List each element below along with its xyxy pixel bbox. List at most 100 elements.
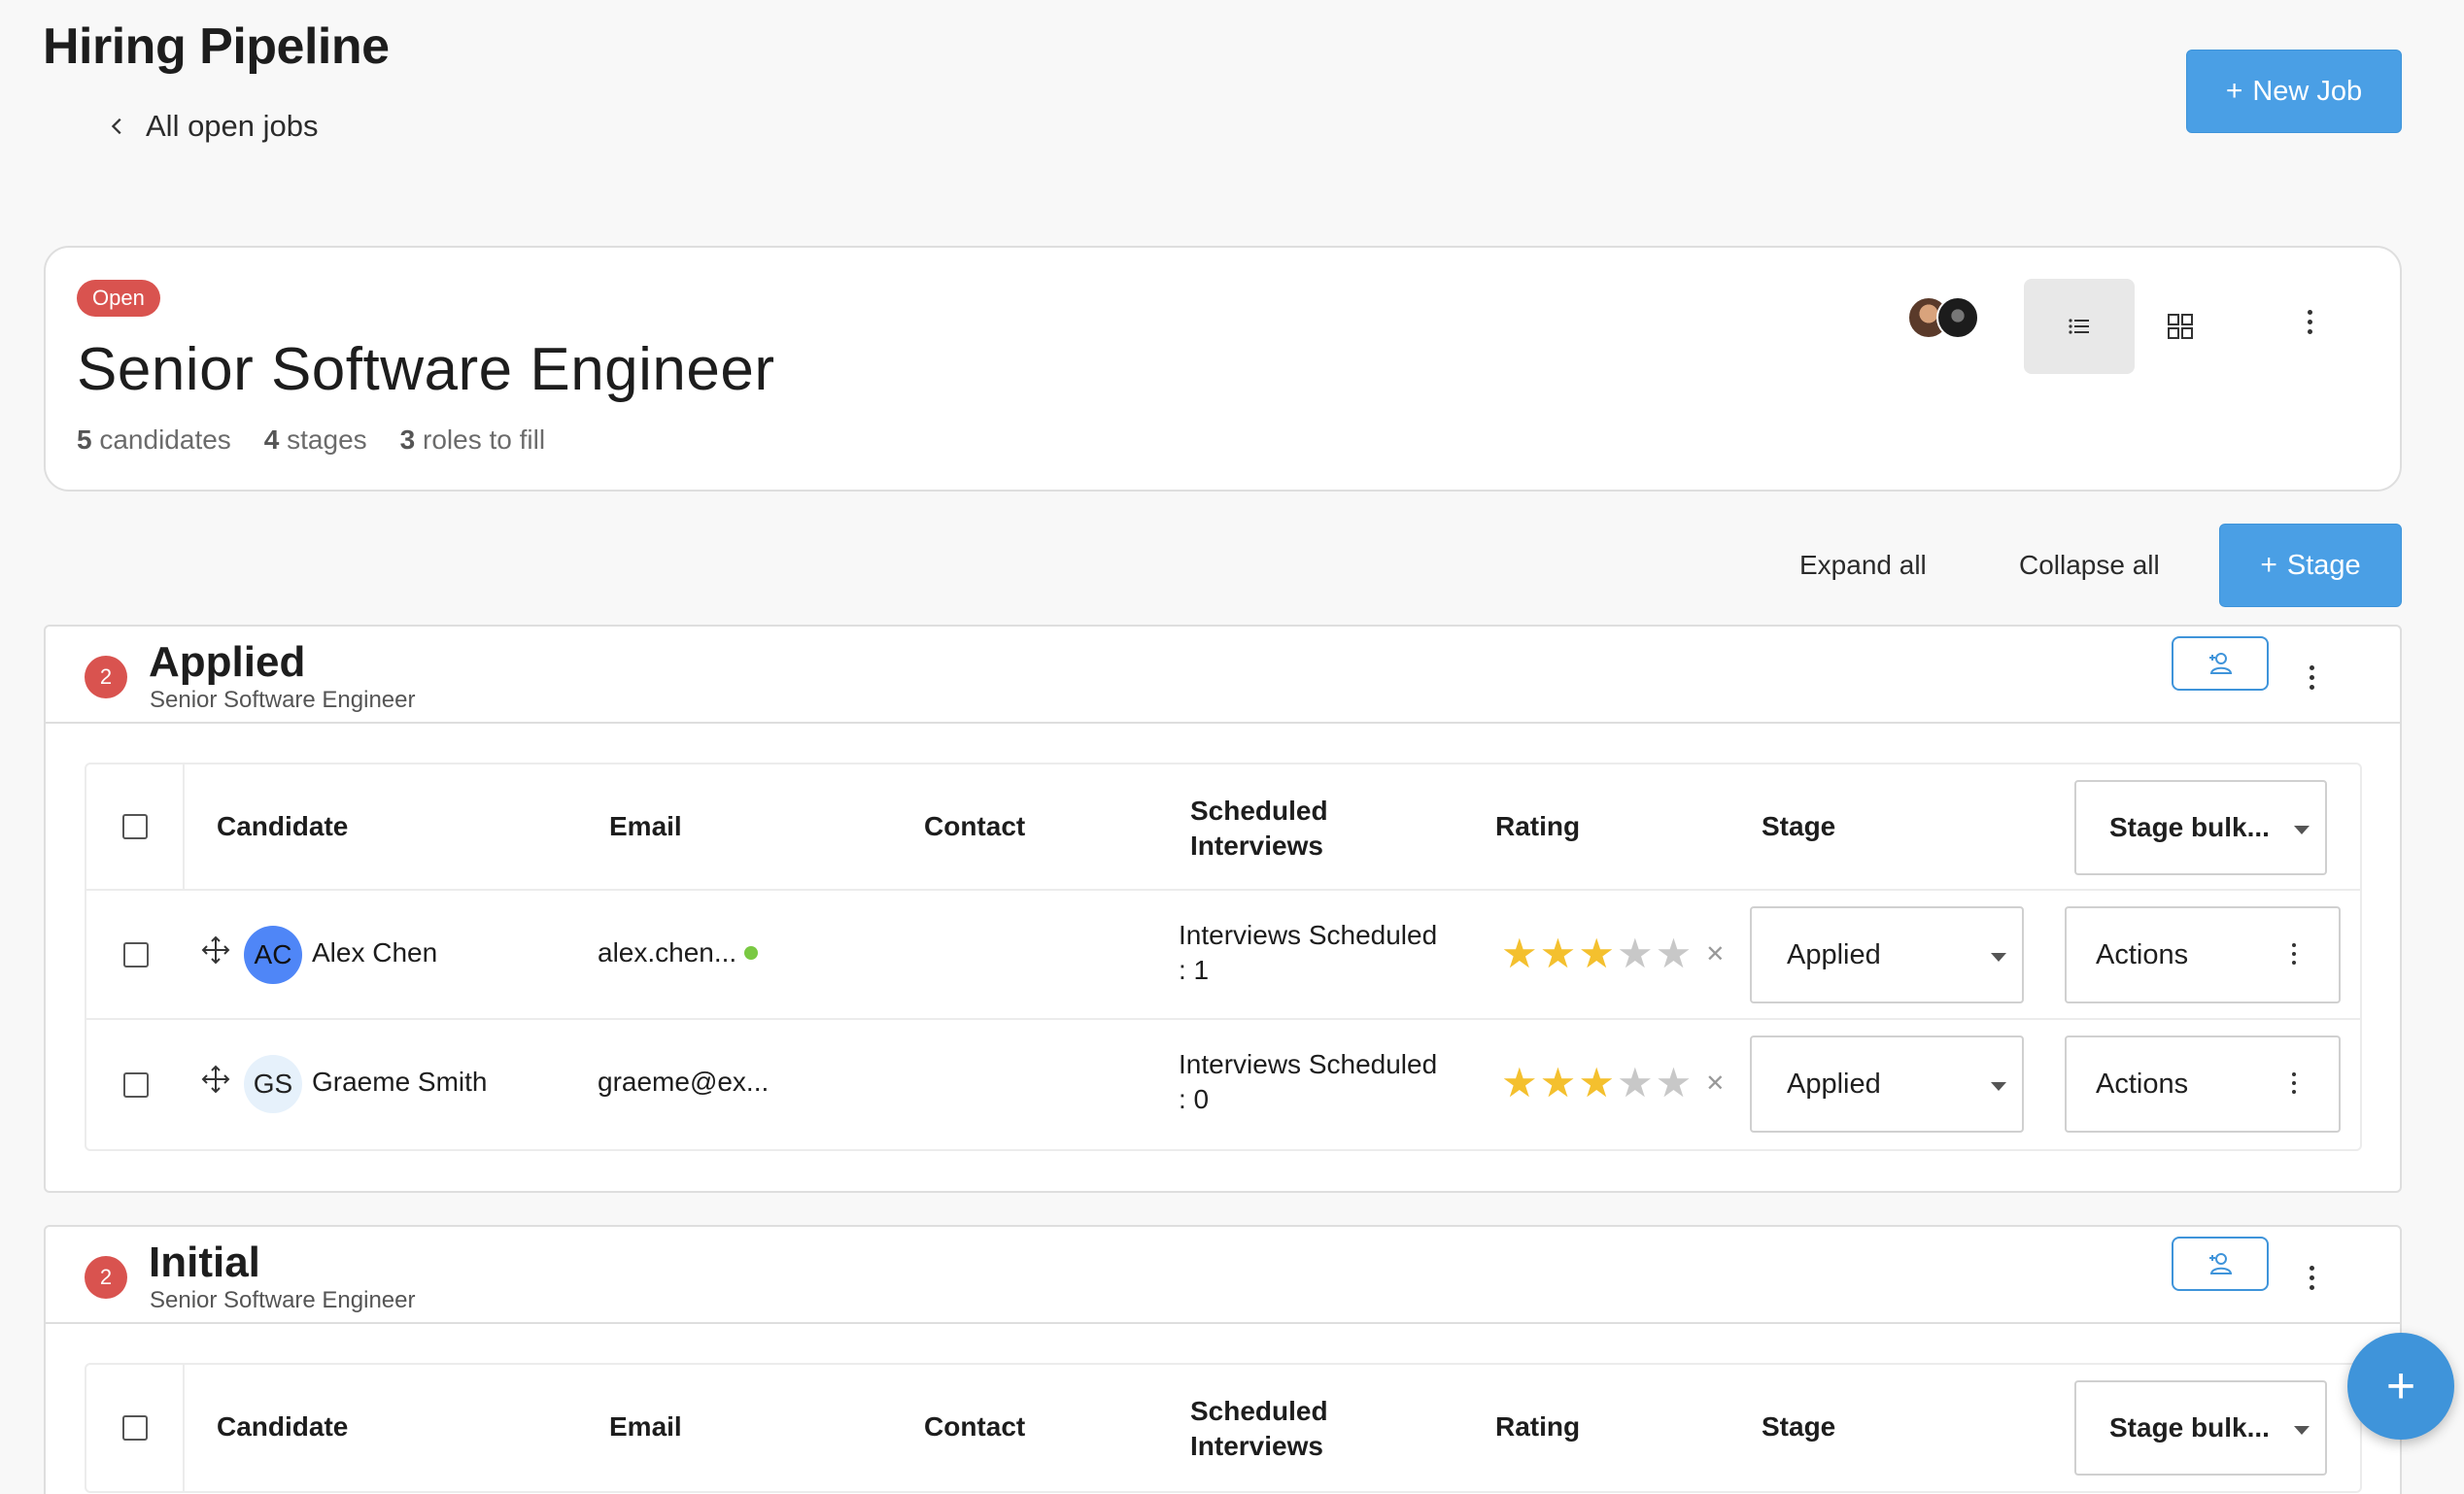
candidate-email[interactable]: alex.chen... [598, 937, 759, 968]
add-stage-label: Stage [2286, 549, 2361, 581]
grid-view-button[interactable] [2125, 279, 2236, 374]
chevron-down-icon [2294, 826, 2310, 834]
col-rating: Rating [1495, 1411, 1581, 1442]
col-candidate: Candidate [217, 1411, 349, 1442]
chevron-left-icon [111, 118, 121, 135]
clear-rating-icon[interactable]: ✕ [1705, 1070, 1726, 1097]
stage-select[interactable]: Applied [1750, 1036, 2024, 1133]
team-avatars[interactable] [1907, 296, 1979, 339]
rating-stars[interactable]: ★ ★ ★ ★ ★ ✕ [1501, 1063, 1725, 1104]
candidate-email[interactable]: graeme@ex... [598, 1067, 769, 1098]
stage-bulk-label: Stage bulk... [2109, 1412, 2270, 1443]
stage-select[interactable]: Applied [1750, 906, 2024, 1003]
job-card: Open Senior Software Engineer 5 candidat… [44, 246, 2402, 492]
status-badge: Open [77, 280, 160, 317]
star-icon[interactable]: ★ [1501, 1060, 1538, 1105]
interviews-count: : 1 [1179, 955, 1210, 985]
add-candidate-button[interactable] [2172, 636, 2269, 691]
candidates-table: Candidate Email Contact Scheduled Interv… [85, 763, 2362, 1151]
email-text: alex.chen... [598, 937, 737, 968]
star-icon[interactable]: ★ [1655, 931, 1693, 976]
expand-all-button[interactable]: Expand all [1799, 550, 1927, 580]
interviews-count: : 0 [1179, 1084, 1210, 1114]
col-candidate: Candidate [217, 811, 349, 841]
avatar[interactable] [1936, 296, 1979, 339]
new-job-button[interactable]: + New Job [2186, 50, 2402, 133]
candidate-name[interactable]: Graeme Smith [312, 1067, 488, 1097]
drag-handle-icon[interactable] [201, 935, 230, 965]
table-row[interactable]: AC Alex Chen alex.chen... Interviews Sch… [86, 891, 2360, 1020]
actions-button[interactable]: Actions [2065, 906, 2341, 1003]
stage-header: 2 Initial Senior Software Engineer [46, 1227, 2400, 1324]
table-header-row: Candidate Email Contact Scheduled Interv… [86, 1365, 2360, 1491]
col-stage: Stage [1762, 1411, 1836, 1442]
star-icon[interactable]: ★ [1616, 1060, 1654, 1105]
stage-applied: 2 Applied Senior Software Engineer Candi… [44, 625, 2402, 1193]
star-icon[interactable]: ★ [1578, 1060, 1615, 1105]
stage-bulk-label: Stage bulk... [2109, 812, 2270, 842]
stage-select-value: Applied [1787, 1068, 1881, 1100]
col-scheduled-interviews: Scheduled Interviews [1190, 796, 1328, 861]
chevron-down-icon [1991, 953, 2006, 962]
list-view-button[interactable] [2024, 279, 2135, 374]
stage-more-icon[interactable] [2292, 1256, 2331, 1299]
table-header-row: Candidate Email Contact Scheduled Interv… [86, 764, 2360, 891]
star-icon[interactable]: ★ [1501, 931, 1538, 976]
add-user-icon [2209, 1253, 2233, 1274]
email-text: graeme@ex... [598, 1067, 770, 1097]
job-more-icon[interactable] [2290, 298, 2329, 345]
drag-handle-icon[interactable] [201, 1065, 230, 1094]
candidate-name[interactable]: Alex Chen [312, 937, 438, 968]
add-fab-button[interactable]: + [2347, 1333, 2454, 1440]
star-icon[interactable]: ★ [1578, 931, 1615, 976]
stage-bulk-select[interactable]: Stage bulk... [2074, 1380, 2327, 1476]
add-stage-button[interactable]: + Stage [2219, 524, 2402, 607]
back-link[interactable]: All open jobs [107, 109, 319, 144]
plus-icon: + [2260, 549, 2277, 581]
col-scheduled-interviews: Scheduled Interviews [1190, 1396, 1328, 1461]
plus-icon: + [2225, 75, 2243, 107]
avatar: AC [244, 926, 302, 984]
actions-button[interactable]: Actions [2065, 1036, 2341, 1133]
select-all-checkbox[interactable] [121, 814, 148, 839]
actions-label: Actions [2096, 938, 2189, 970]
candidates-stat: 5 candidates [77, 424, 231, 455]
scheduled-interviews: Interviews Scheduled : 1 [1179, 918, 1437, 988]
star-icon[interactable]: ★ [1539, 1060, 1577, 1105]
star-icon[interactable]: ★ [1539, 931, 1577, 976]
scheduled-interviews: Interviews Scheduled : 0 [1179, 1047, 1437, 1117]
actions-label: Actions [2096, 1068, 2189, 1100]
stage-name: Applied [149, 638, 306, 686]
row-checkbox[interactable] [122, 941, 149, 968]
grid-icon [2168, 314, 2193, 339]
table-row[interactable]: GS Graeme Smith graeme@ex... Interviews … [86, 1020, 2360, 1149]
col-stage: Stage [1762, 811, 1836, 841]
col-rating: Rating [1495, 811, 1581, 841]
select-all-checkbox[interactable] [121, 1415, 148, 1441]
more-icon [2292, 943, 2296, 965]
add-candidate-button[interactable] [2172, 1237, 2269, 1291]
star-icon[interactable]: ★ [1616, 931, 1654, 976]
stage-more-icon[interactable] [2292, 656, 2331, 698]
row-checkbox[interactable] [122, 1071, 149, 1098]
clear-rating-icon[interactable]: ✕ [1705, 940, 1726, 968]
stage-bulk-select[interactable]: Stage bulk... [2074, 780, 2327, 875]
stage-name: Initial [149, 1239, 260, 1286]
new-job-label: New Job [2252, 75, 2363, 107]
plus-icon: + [2385, 1358, 2416, 1414]
collapse-all-button[interactable]: Collapse all [2019, 550, 2160, 580]
star-icon[interactable]: ★ [1655, 1060, 1693, 1105]
col-email: Email [609, 811, 682, 841]
stage-select-value: Applied [1787, 938, 1881, 970]
col-contact: Contact [924, 811, 1026, 841]
col-email: Email [609, 1411, 682, 1442]
avatar: GS [244, 1055, 302, 1113]
more-icon [2292, 1072, 2296, 1094]
rating-stars[interactable]: ★ ★ ★ ★ ★ ✕ [1501, 934, 1725, 974]
stage-subtitle: Senior Software Engineer [150, 1287, 416, 1313]
interviews-label: Interviews Scheduled [1179, 920, 1438, 950]
chevron-down-icon [1991, 1082, 2006, 1091]
job-title: Senior Software Engineer [77, 336, 775, 403]
candidate-count-badge: 2 [85, 656, 127, 698]
roles-stat: 3 roles to fill [399, 424, 546, 455]
